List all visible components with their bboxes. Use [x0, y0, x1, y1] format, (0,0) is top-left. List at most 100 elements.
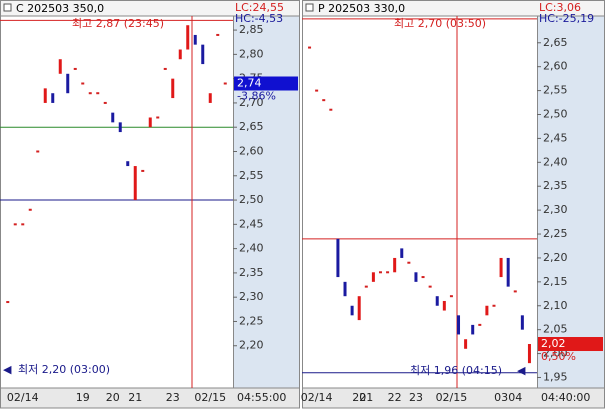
candle: [66, 73, 70, 94]
candle: [13, 223, 17, 226]
y-tick-label: 2,05: [543, 323, 568, 336]
candle: [371, 272, 375, 282]
y-tick-label: 2,20: [239, 339, 264, 352]
candle: [171, 78, 175, 99]
candle: [58, 59, 62, 74]
panel-title: C 202503 350,0: [16, 2, 104, 15]
candle: [520, 315, 524, 330]
change-label: -3,86%: [237, 90, 276, 103]
candle: [43, 88, 47, 103]
lc-label: LC:3,06: [539, 1, 581, 14]
y-tick-label: 2,60: [239, 144, 264, 157]
candle: [148, 117, 152, 128]
y-tick-label: 2,80: [239, 47, 264, 60]
last-price-box: [234, 76, 298, 91]
y-tick-label: 2,85: [239, 23, 264, 36]
y-tick-label: 2,65: [239, 120, 264, 133]
candle: [201, 44, 205, 65]
header-bar: [0, 0, 300, 17]
y-tick-label: 2,50: [239, 193, 264, 206]
candle: [21, 223, 25, 226]
candle: [414, 272, 418, 282]
y-tick-label: 2,40: [239, 242, 264, 255]
candle: [126, 161, 130, 167]
candle: [186, 25, 190, 50]
candle: [464, 339, 468, 349]
last-price: 2,74: [237, 77, 262, 90]
x-tick-label: 21: [128, 391, 142, 404]
candle: [457, 315, 461, 335]
candle: [499, 257, 503, 278]
candle: [513, 290, 517, 293]
candle: [28, 208, 32, 211]
candle: [393, 257, 397, 273]
y-tick-label: 2,55: [543, 84, 568, 97]
plot-area: [0, 15, 234, 389]
change-label: 0,50%: [541, 350, 576, 363]
candle: [216, 33, 220, 36]
y-tick-label: 2,35: [543, 179, 568, 192]
y-tick-label: 2,45: [239, 217, 264, 230]
candle: [386, 271, 390, 274]
candle: [329, 108, 333, 111]
candle: [527, 344, 531, 364]
candle: [400, 248, 404, 258]
high-note: 최고 2,70 (03:50): [394, 17, 486, 30]
candle: [449, 295, 453, 298]
candle: [96, 92, 100, 95]
candle: [88, 92, 92, 95]
y-tick-label: 2,50: [543, 107, 568, 120]
hc-label: HC:-25,19: [539, 12, 594, 25]
lc-label: LC:24,55: [235, 1, 284, 14]
high-note: 최고 2,87 (23:45): [72, 17, 164, 30]
x-tick-label: 23: [166, 391, 180, 404]
x-tick-label: 20: [352, 391, 366, 404]
candle: [111, 112, 115, 123]
candle: [378, 271, 382, 274]
price-axis: [537, 15, 605, 389]
x-tick-label: 02/15: [436, 391, 468, 404]
y-tick-label: 2,45: [543, 131, 568, 144]
y-tick-label: 2,60: [543, 60, 568, 73]
plot-area: [302, 15, 538, 389]
y-tick-label: 2,20: [543, 251, 568, 264]
time-label: 04:55:00: [237, 391, 286, 404]
candle: [103, 101, 107, 104]
x-tick-label: 20: [106, 391, 120, 404]
y-tick-label: 2,30: [543, 203, 568, 216]
candle: [208, 93, 212, 103]
arrow: ◀: [517, 364, 526, 377]
icon: [305, 3, 314, 12]
candle: [315, 89, 319, 92]
candle: [428, 285, 432, 288]
y-tick-label: 2,30: [239, 290, 264, 303]
x-tick-label: 23: [409, 391, 423, 404]
candle: [435, 296, 439, 306]
x-tick-label: 04: [508, 391, 522, 404]
candle: [343, 281, 347, 297]
last-price-box: [538, 337, 603, 352]
x-tick-label: 22: [388, 391, 402, 404]
x-tick-label: 02/14: [7, 391, 39, 404]
candle: [193, 34, 197, 45]
candle: [6, 301, 10, 304]
low-note: 최저 2,20 (03:00): [18, 363, 110, 376]
x-tick-label: 02/15: [194, 391, 226, 404]
candle: [492, 304, 496, 307]
hc-label: HC:-4,53: [235, 12, 283, 25]
candle: [407, 261, 411, 264]
y-tick-label: 2,25: [543, 227, 568, 240]
low-note: 최저 1,96 (04:15): [410, 364, 502, 377]
candle: [442, 300, 446, 311]
time-axis: [0, 387, 300, 409]
candle: [364, 285, 368, 288]
candle: [336, 238, 340, 278]
x-tick-label: 03: [494, 391, 508, 404]
last-price: 2,02: [541, 337, 566, 350]
candle: [163, 67, 167, 70]
panel-title: P 202503 330,0: [318, 2, 405, 15]
candle: [421, 276, 425, 279]
candle: [308, 46, 312, 49]
candle: [223, 82, 227, 85]
